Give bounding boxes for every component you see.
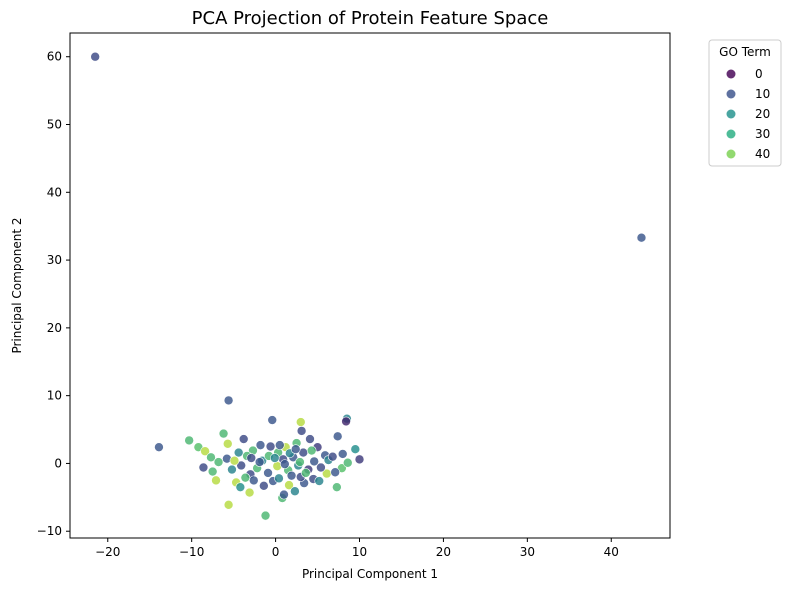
data-point <box>332 482 342 492</box>
data-point <box>227 464 237 475</box>
data-point <box>284 480 294 490</box>
y-tick-label: 40 <box>47 185 62 199</box>
data-point <box>306 445 317 456</box>
chart-title: PCA Projection of Protein Feature Space <box>192 8 549 29</box>
data-point <box>274 473 284 484</box>
data-point <box>154 442 164 452</box>
data-point <box>223 499 234 510</box>
data-point <box>240 472 251 483</box>
data-point <box>200 446 210 457</box>
data-point <box>90 51 100 62</box>
data-point <box>296 426 307 436</box>
data-point <box>354 454 365 465</box>
y-tick-label: 0 <box>54 456 62 470</box>
y-axis-label: Principal Component 2 <box>10 217 24 353</box>
data-point <box>238 434 249 444</box>
data-point <box>332 431 343 442</box>
x-tick-label: −10 <box>179 545 204 559</box>
data-point <box>290 444 301 455</box>
y-tick-label: 10 <box>47 389 62 403</box>
data-point <box>309 456 319 467</box>
legend-label: 0 <box>755 67 763 81</box>
legend-marker <box>726 89 736 99</box>
data-point <box>342 457 353 468</box>
data-point <box>244 487 255 498</box>
data-point <box>350 444 361 455</box>
data-point <box>286 470 297 481</box>
x-tick-label: 10 <box>352 545 367 559</box>
data-point <box>290 486 300 497</box>
data-point <box>246 453 257 463</box>
y-tick-label: 20 <box>47 321 62 335</box>
data-point <box>213 457 224 467</box>
x-tick-label: 0 <box>272 545 280 559</box>
legend-label: 30 <box>755 127 770 141</box>
y-tick-label: 60 <box>47 50 62 64</box>
data-point <box>235 482 246 492</box>
data-point <box>327 451 338 462</box>
data-point <box>263 468 273 478</box>
x-tick-label: 40 <box>604 545 619 559</box>
y-tick-label: −10 <box>37 524 62 538</box>
data-point <box>314 476 325 486</box>
data-point <box>218 428 229 439</box>
data-point <box>233 447 244 458</box>
data-point <box>259 481 269 491</box>
legend-label: 10 <box>755 87 770 101</box>
legend-label: 40 <box>755 147 770 161</box>
data-point <box>636 232 647 243</box>
data-point <box>254 457 265 467</box>
data-point <box>223 395 234 406</box>
data-point <box>330 467 340 478</box>
legend-marker <box>726 149 736 159</box>
legend-label: 20 <box>755 107 770 121</box>
data-point <box>280 459 290 469</box>
x-tick-label: 20 <box>436 545 451 559</box>
data-point <box>260 510 271 521</box>
y-tick-label: 30 <box>47 253 62 267</box>
data-point <box>295 417 306 427</box>
data-point <box>222 438 233 449</box>
legend: GO Term 0 10 20 30 40 <box>708 39 782 167</box>
x-tick-label: −20 <box>95 545 120 559</box>
data-point <box>198 462 209 473</box>
plot-area <box>69 32 671 539</box>
data-point <box>236 460 246 471</box>
data-point <box>316 462 326 473</box>
data-point <box>274 440 285 450</box>
x-axis-label: Principal Component 1 <box>302 567 438 581</box>
data-point <box>267 415 278 425</box>
data-point <box>265 441 276 452</box>
data-point <box>229 455 240 466</box>
data-point <box>301 468 311 478</box>
data-point <box>279 489 289 500</box>
legend-marker <box>726 129 736 139</box>
legend-marker <box>726 69 736 79</box>
data-point <box>337 449 348 459</box>
data-point <box>206 452 216 463</box>
data-point <box>184 435 194 446</box>
data-point <box>305 434 315 444</box>
data-point <box>207 466 218 477</box>
legend-marker <box>726 109 736 119</box>
data-point <box>255 440 266 450</box>
data-point <box>248 475 259 486</box>
legend-title: GO Term <box>719 45 771 59</box>
data-point <box>295 457 305 467</box>
y-tick-label: 50 <box>47 118 62 132</box>
x-tick-label: 30 <box>520 545 535 559</box>
data-point <box>341 416 351 427</box>
data-point <box>211 475 221 486</box>
data-point <box>269 453 280 463</box>
